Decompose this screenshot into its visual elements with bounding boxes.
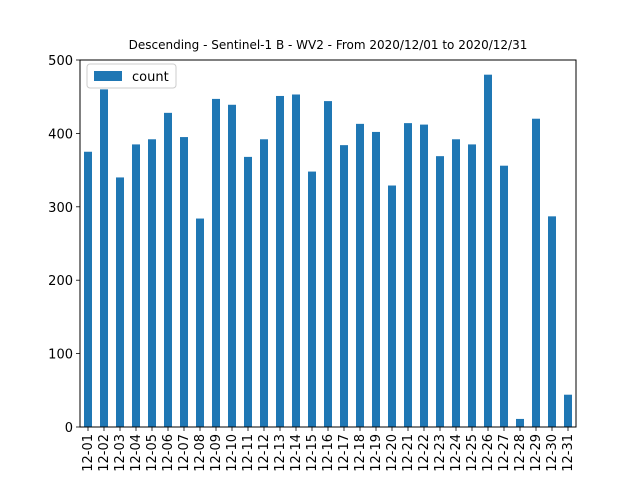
bar-12-16 bbox=[324, 101, 332, 427]
x-tick-label: 12-05 bbox=[145, 434, 160, 472]
x-tick-label: 12-18 bbox=[353, 434, 368, 472]
bars-group bbox=[84, 74, 572, 428]
bar-12-11 bbox=[244, 156, 252, 427]
bar-12-15 bbox=[308, 171, 316, 427]
legend: count bbox=[86, 63, 177, 89]
bar-12-07 bbox=[180, 137, 188, 427]
x-tick-label: 12-26 bbox=[481, 434, 496, 472]
x-tick-label: 12-20 bbox=[385, 434, 400, 472]
bar-12-19 bbox=[372, 131, 380, 427]
bar-12-10 bbox=[228, 104, 236, 428]
x-tick-label: 12-02 bbox=[97, 434, 112, 472]
x-tick-label: 12-19 bbox=[369, 434, 384, 472]
x-axis: 12-01 12-02 12-03 12-04 12-05 12-06 12-07 12-08… bbox=[81, 427, 576, 472]
bar-12-14 bbox=[292, 94, 300, 428]
x-tick-label: 12-27 bbox=[497, 434, 512, 472]
bar-12-28 bbox=[516, 418, 524, 427]
x-tick-label: 12-07 bbox=[177, 434, 192, 472]
bar-12-05 bbox=[148, 139, 156, 427]
bar-12-26 bbox=[484, 74, 492, 428]
x-tick-label: 12-06 bbox=[161, 434, 176, 472]
bar-12-27 bbox=[500, 165, 508, 428]
x-tick-label: 12-25 bbox=[465, 434, 480, 472]
x-tick-label: 12-28 bbox=[513, 434, 528, 472]
x-tick-label: 12-16 bbox=[321, 434, 336, 472]
y-tick-label: 100 bbox=[48, 348, 73, 363]
x-tick-label: 12-10 bbox=[225, 434, 240, 472]
bar-12-08 bbox=[196, 218, 204, 427]
bar-12-12 bbox=[260, 139, 268, 427]
y-axis: 0 100 200 300 400 500 bbox=[48, 54, 80, 436]
x-tick-label: 12-04 bbox=[129, 434, 144, 472]
x-tick-label: 12-24 bbox=[449, 434, 464, 472]
y-tick-label: 200 bbox=[48, 274, 73, 289]
y-tick-label: 0 bbox=[65, 421, 73, 436]
bar-12-06 bbox=[164, 112, 172, 428]
bar-12-13 bbox=[276, 95, 284, 427]
chart-title: Descending - Sentinel-1 B - WV2 - From 2… bbox=[129, 38, 528, 52]
bar-12-17 bbox=[340, 145, 348, 428]
x-tick-label: 12-17 bbox=[337, 434, 352, 472]
bar-12-21 bbox=[404, 123, 412, 428]
bar-12-31 bbox=[564, 394, 572, 427]
legend-label: count bbox=[132, 70, 169, 85]
x-tick-label: 12-09 bbox=[209, 434, 224, 472]
bar-12-30 bbox=[548, 216, 556, 427]
x-tick-label: 12-01 bbox=[81, 434, 96, 472]
bar-12-25 bbox=[468, 144, 476, 427]
bar-12-01 bbox=[84, 151, 92, 427]
x-tick-label: 12-31 bbox=[561, 434, 576, 472]
x-tick-label: 12-12 bbox=[257, 434, 272, 472]
x-tick-label: 12-11 bbox=[241, 434, 256, 472]
x-tick-label: 12-14 bbox=[289, 434, 304, 472]
bar-12-24 bbox=[452, 139, 460, 427]
legend-box bbox=[86, 63, 177, 89]
x-tick-label: 12-23 bbox=[433, 434, 448, 472]
legend-swatch bbox=[94, 71, 122, 81]
bar-12-03 bbox=[116, 177, 124, 427]
x-tick-label: 12-21 bbox=[401, 434, 416, 472]
bar-12-02 bbox=[100, 89, 108, 428]
x-tick-label: 12-29 bbox=[529, 434, 544, 472]
x-tick-label: 12-15 bbox=[305, 434, 320, 472]
y-tick-label: 400 bbox=[48, 127, 73, 142]
x-tick-label: 12-08 bbox=[193, 434, 208, 472]
plot-frame bbox=[79, 59, 577, 428]
bar-12-20 bbox=[388, 185, 396, 427]
bar-12-09 bbox=[212, 98, 220, 427]
y-tick-label: 300 bbox=[48, 201, 73, 216]
y-tick-label: 500 bbox=[48, 54, 73, 69]
bar-12-22 bbox=[420, 124, 428, 427]
x-tick-label: 12-13 bbox=[273, 434, 288, 472]
bar-12-04 bbox=[132, 144, 140, 427]
x-tick-label: 12-03 bbox=[113, 434, 128, 472]
bar-12-29 bbox=[532, 118, 540, 427]
bar-12-18 bbox=[356, 123, 364, 427]
x-tick-label: 12-30 bbox=[545, 434, 560, 472]
bar-12-23 bbox=[436, 156, 444, 428]
x-tick-label: 12-22 bbox=[417, 434, 432, 472]
